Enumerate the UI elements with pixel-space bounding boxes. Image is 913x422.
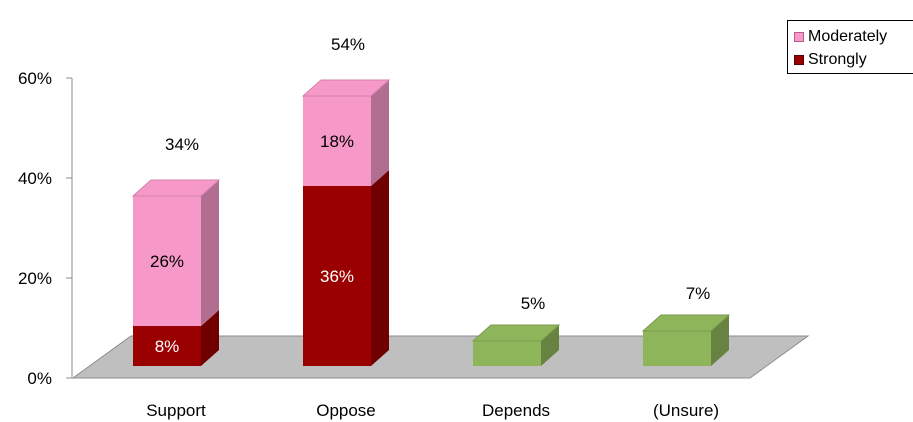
legend-swatch-moderately [794, 32, 804, 42]
y-tick-label: 60% [18, 69, 52, 88]
total-label: 34% [165, 135, 199, 154]
bar-side [541, 325, 559, 366]
legend-label: Moderately [808, 28, 888, 45]
bar-side [711, 315, 729, 366]
total-label: 7% [686, 284, 711, 303]
legend-item-strongly: Strongly [794, 50, 867, 70]
y-tick-label: 40% [18, 169, 52, 188]
bar-side [201, 310, 219, 366]
bar-side [371, 170, 389, 366]
y-axis: 0% 20% 40% 60% [18, 69, 73, 388]
total-label: 5% [521, 294, 546, 313]
x-tick-label: Depends [482, 401, 550, 420]
legend-swatch-strongly [794, 55, 804, 65]
bar-segment-strongly [133, 310, 219, 366]
bar-top [131, 179, 221, 197]
x-tick-label: Support [146, 401, 206, 420]
x-tick-label: Oppose [316, 401, 376, 420]
bar-top [641, 314, 731, 332]
bar-front [303, 96, 371, 186]
legend-item-moderately: Moderately [794, 27, 887, 47]
bar-segment-moderately [131, 179, 221, 326]
legend-label: Strongly [808, 51, 867, 68]
data-labels: Support Oppose Depends (Unsure) 8% 26% 34% 36% 1… [146, 35, 719, 420]
bar-front [133, 196, 201, 326]
y-tick-label: 0% [27, 369, 52, 388]
bar-side [371, 80, 389, 186]
bar-single [641, 314, 731, 366]
floor-plane [71, 335, 810, 379]
bar-front [643, 331, 711, 366]
bar-top [301, 79, 391, 97]
bar-front [473, 341, 541, 366]
x-tick-label: (Unsure) [653, 401, 719, 420]
segment-label: 18% [320, 132, 354, 151]
chart-floor [71, 335, 810, 379]
bar-front [133, 326, 201, 366]
bars [131, 79, 731, 366]
bar-front [303, 186, 371, 366]
bar-segment-strongly [303, 170, 389, 366]
bar-segment-moderately [301, 79, 391, 186]
segment-label: 36% [320, 267, 354, 286]
bar-side [201, 180, 219, 326]
y-tick-label: 20% [18, 269, 52, 288]
bar-top [471, 324, 561, 342]
legend: Moderately Strongly [787, 20, 913, 74]
total-label: 54% [331, 35, 365, 54]
segment-label: 8% [155, 337, 180, 356]
segment-label: 26% [150, 252, 184, 271]
bar-single [471, 324, 561, 366]
